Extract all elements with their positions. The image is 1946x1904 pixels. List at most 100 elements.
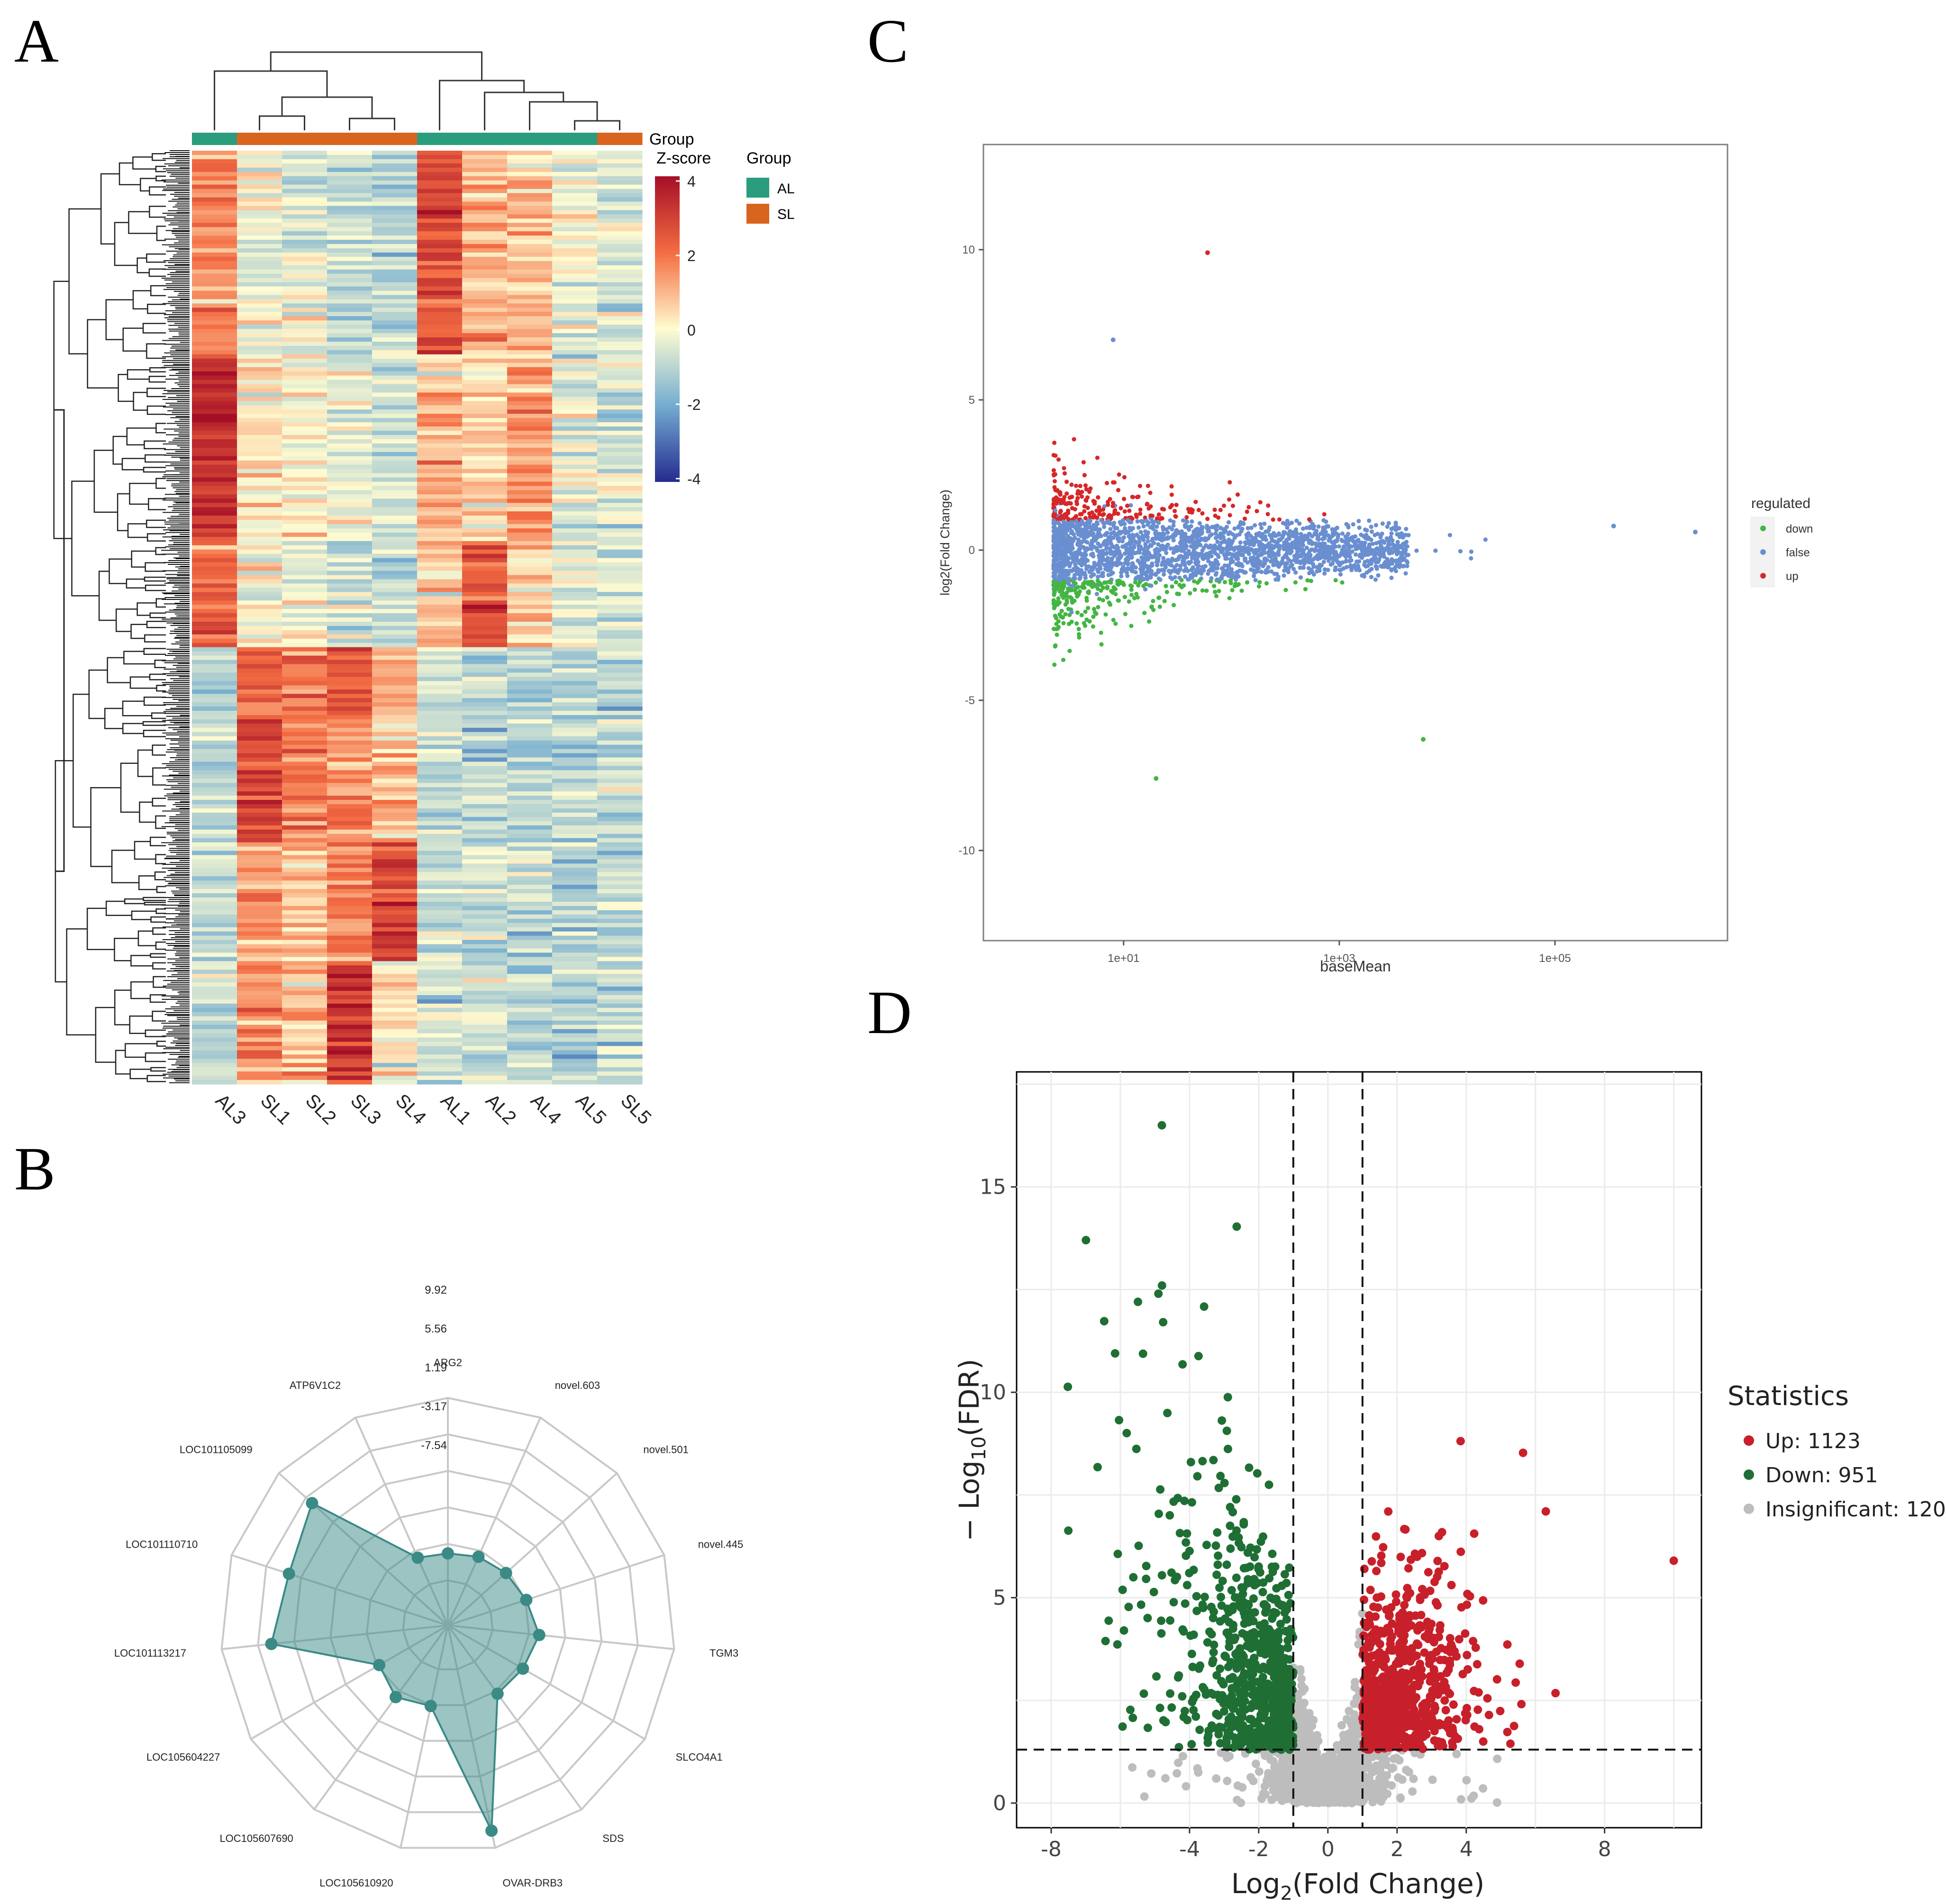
heatmap-cell: [507, 757, 553, 762]
heatmap-cell: [552, 549, 598, 554]
heatmap-cell: [417, 630, 463, 635]
heatmap-cell: [507, 918, 553, 924]
radar-ring-label: 1.19: [425, 1361, 447, 1374]
heatmap-cell: [597, 473, 643, 478]
heatmap-cell: [417, 732, 463, 737]
heatmap-cell: [327, 494, 373, 499]
heatmap-cell: [507, 1059, 553, 1063]
heatmap-cell: [552, 1071, 598, 1076]
heatmap-cell: [372, 473, 418, 478]
heatmap-cell: [462, 443, 508, 448]
heatmap-cell: [507, 762, 553, 767]
heatmap-cell: [282, 278, 327, 283]
heatmap-cell: [327, 553, 373, 559]
colorbar-title: Z-score: [656, 149, 711, 167]
heatmap-cell: [282, 240, 327, 245]
heatmap-cell: [597, 668, 643, 673]
radar-panel: 9.925.561.19-3.17-7.54 ARG2novel.603nove…: [114, 1284, 743, 1889]
heatmap-cell: [372, 549, 418, 554]
heatmap-cell: [327, 460, 373, 465]
dendrogram-link: [93, 449, 118, 513]
heatmap-cell: [552, 201, 598, 207]
heatmap-cell: [597, 176, 643, 181]
heatmap-cell: [417, 464, 463, 470]
heatmap-cell: [507, 736, 553, 741]
dendrogram-link: [149, 836, 166, 846]
heatmap-cell: [552, 1029, 598, 1034]
heatmap-cell: [507, 286, 553, 291]
heatmap-cell: [192, 1050, 237, 1055]
dendrogram-link: [124, 898, 145, 905]
heatmap-cell: [372, 770, 418, 775]
heatmap-cell: [507, 995, 553, 1000]
heatmap-cell: [192, 702, 237, 707]
heatmap-cell: [192, 910, 237, 915]
dendrogram-link: [136, 257, 149, 273]
heatmap-cell: [372, 779, 418, 783]
heatmap-cell: [507, 999, 553, 1004]
dendrogram-link: [68, 208, 101, 354]
dendrogram-link: [88, 669, 108, 719]
heatmap-cell: [327, 655, 373, 661]
heatmap-cell: [507, 252, 553, 257]
heatmap-cell: [507, 613, 553, 618]
heatmap-cell: [372, 876, 418, 881]
heatmap-cell: [417, 240, 463, 245]
heatmap-cell: [507, 435, 553, 440]
heatmap-cell: [282, 948, 327, 953]
heatmap-cell: [417, 201, 463, 207]
heatmap-cell: [237, 303, 282, 308]
heatmap-cell: [597, 558, 643, 563]
heatmap-cell: [507, 893, 553, 898]
heatmap-cell: [327, 800, 373, 805]
heatmap-cell: [192, 800, 237, 805]
heatmap-cell: [327, 435, 373, 440]
heatmap-cell: [507, 566, 553, 571]
heatmap-cell: [282, 193, 327, 198]
heatmap-cell: [552, 473, 598, 478]
heatmap-cell: [417, 681, 463, 686]
heatmap-cell: [597, 753, 643, 758]
heatmap-cell: [507, 464, 553, 470]
heatmap-cell: [237, 643, 282, 648]
heatmap-cell: [462, 316, 508, 321]
heatmap-cell: [237, 494, 282, 499]
heatmap-cell: [192, 486, 237, 490]
heatmap-cell: [417, 812, 463, 817]
heatmap-cell: [417, 1067, 463, 1072]
heatmap-cell: [507, 694, 553, 698]
heatmap-cell: [327, 337, 373, 342]
heatmap-cell: [417, 520, 463, 525]
heatmap-cell: [597, 579, 643, 584]
heatmap-cell: [237, 876, 282, 881]
heatmap-cell: [192, 558, 237, 563]
dendrogram-link: [142, 721, 166, 726]
heatmap-cell: [372, 622, 418, 626]
heatmap-cell: [372, 439, 418, 444]
heatmap-cell: [507, 558, 553, 563]
heatmap-cell: [237, 736, 282, 741]
heatmap-cell: [192, 732, 237, 737]
heatmap-cell: [417, 261, 463, 266]
heatmap-cell: [237, 685, 282, 690]
heatmap-cell: [597, 290, 643, 296]
heatmap-cell: [282, 414, 327, 418]
heatmap-cell: [507, 443, 553, 448]
heatmap-cell: [417, 588, 463, 592]
heatmap-cell: [552, 906, 598, 911]
heatmap-cell: [417, 885, 463, 889]
heatmap-cell: [552, 499, 598, 503]
heatmap-cell: [372, 961, 418, 966]
heatmap-cell: [597, 562, 643, 567]
heatmap-cell: [417, 711, 463, 716]
heatmap-cell: [237, 694, 282, 698]
heatmap-cell: [327, 549, 373, 554]
heatmap-cell: [597, 443, 643, 448]
heatmap-cell: [597, 477, 643, 482]
radar-point: [373, 1659, 386, 1671]
heatmap-cell: [552, 694, 598, 698]
heatmap-cell: [327, 1080, 373, 1085]
heatmap-cell: [552, 999, 598, 1004]
heatmap-cell: [327, 452, 373, 457]
heatmap-cell: [192, 902, 237, 907]
